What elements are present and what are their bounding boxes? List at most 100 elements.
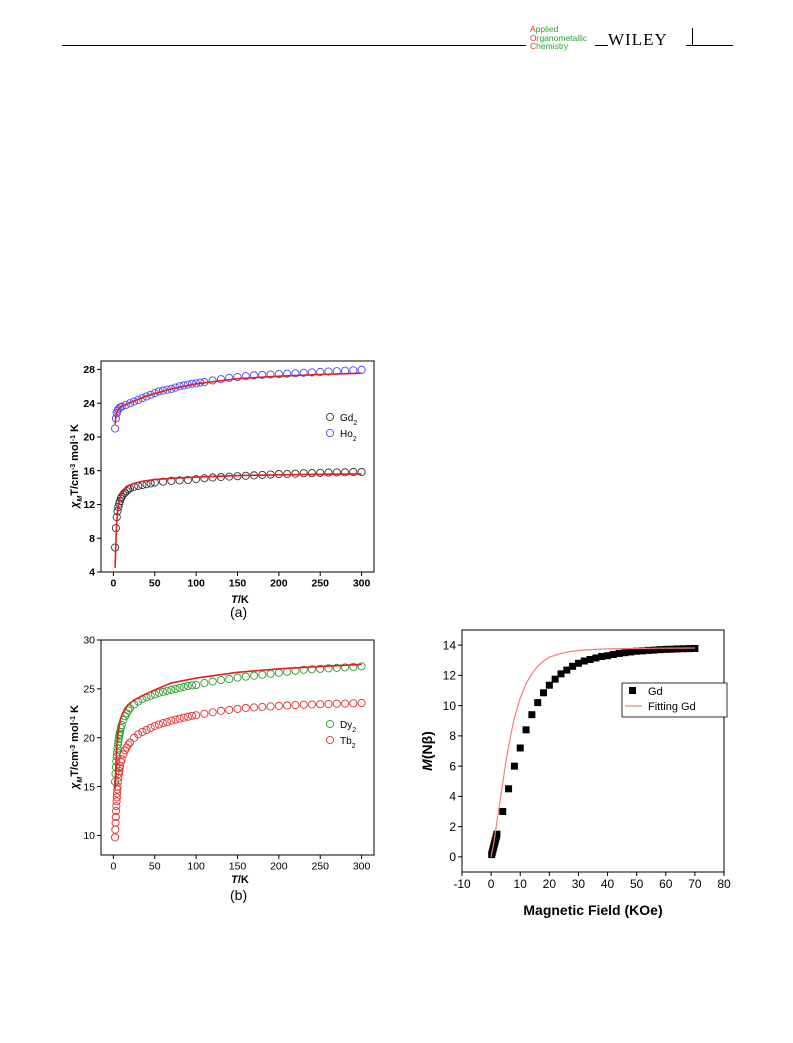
data-point xyxy=(516,744,524,752)
data-point xyxy=(112,513,121,522)
data-point xyxy=(142,693,151,702)
data-point xyxy=(258,370,267,379)
data-point xyxy=(324,664,333,673)
data-point xyxy=(124,740,133,749)
data-point xyxy=(307,368,317,377)
data-point xyxy=(112,793,121,802)
data-point xyxy=(299,368,308,377)
data-point xyxy=(112,797,121,806)
data-point xyxy=(299,469,308,478)
data-point xyxy=(225,705,234,714)
data-point xyxy=(111,424,120,433)
data-point xyxy=(112,806,121,816)
data-point xyxy=(125,738,135,747)
header-rule-right xyxy=(686,45,733,46)
data-point xyxy=(685,645,693,653)
data-point xyxy=(357,467,366,477)
data-point xyxy=(158,687,168,696)
data-point xyxy=(114,734,123,743)
data-point xyxy=(225,675,234,684)
x-tick-label: 30 xyxy=(572,877,586,891)
y-tick-label: 4 xyxy=(449,790,456,804)
data-point xyxy=(258,470,267,479)
data-point xyxy=(216,375,226,384)
x-tick-label: 100 xyxy=(187,861,205,873)
y-tick-label: 25 xyxy=(83,684,95,696)
data-point xyxy=(274,470,283,479)
y-tick-label: 16 xyxy=(83,465,95,477)
data-point xyxy=(120,746,130,755)
legend-marker xyxy=(325,412,335,422)
data-point xyxy=(489,844,497,852)
y-tick-label: 10 xyxy=(83,830,95,842)
data-point xyxy=(225,373,234,382)
x-tick-label: 50 xyxy=(149,861,161,873)
legend-marker xyxy=(325,428,335,438)
data-point xyxy=(307,700,317,709)
data-point xyxy=(111,769,120,778)
data-point xyxy=(316,468,325,477)
data-point xyxy=(113,740,123,749)
data-point xyxy=(274,701,283,711)
data-point xyxy=(112,789,122,798)
data-point xyxy=(324,468,333,477)
x-tick-label: 200 xyxy=(270,861,288,873)
series-tb2 xyxy=(111,698,366,842)
y-tick-label: 20 xyxy=(83,732,95,744)
x-tick-label: 250 xyxy=(311,861,329,873)
x-tick-label: 70 xyxy=(688,877,702,891)
data-point xyxy=(124,706,133,715)
data-point xyxy=(138,394,147,403)
data-point xyxy=(117,402,126,411)
data-point xyxy=(130,733,139,742)
data-point xyxy=(179,682,188,691)
data-point xyxy=(146,691,155,700)
x-tick-label: 50 xyxy=(630,877,644,891)
header-rule xyxy=(62,45,526,46)
data-point xyxy=(111,818,120,827)
data-point xyxy=(112,802,121,811)
data-point xyxy=(200,678,209,688)
x-tick-label: -10 xyxy=(453,877,471,891)
x-tick-label: 0 xyxy=(110,861,116,873)
data-point xyxy=(208,677,217,686)
journal-logo-line-2: Organometallic xyxy=(530,32,588,43)
chart-a: 0 50 100 150 200 250 300 4 8 12 16 20 24 28 χMT/cm-3 m… xyxy=(69,360,375,606)
data-point xyxy=(171,383,180,392)
data-point xyxy=(113,406,122,415)
data-point xyxy=(130,482,139,491)
data-point xyxy=(119,750,128,759)
data-point xyxy=(266,470,275,479)
data-point xyxy=(534,699,542,707)
data-point xyxy=(171,684,180,693)
data-point xyxy=(113,782,122,791)
data-point xyxy=(249,671,259,680)
data-point xyxy=(569,662,577,670)
data-point xyxy=(357,662,366,671)
data-point xyxy=(528,711,536,719)
data-point xyxy=(563,666,571,674)
data-point xyxy=(142,725,151,734)
data-point xyxy=(183,475,192,485)
data-point xyxy=(241,703,250,712)
journal-logo-line-1: Applied xyxy=(530,24,559,34)
data-point xyxy=(216,472,226,482)
data-point xyxy=(119,716,128,725)
data-point xyxy=(691,644,699,652)
data-point xyxy=(187,379,197,388)
data-point xyxy=(146,723,155,733)
data-point xyxy=(200,378,209,387)
fit-curve xyxy=(114,372,362,425)
y-tick-label: 10 xyxy=(443,699,457,713)
data-point xyxy=(158,477,168,486)
data-point xyxy=(349,662,358,671)
data-point xyxy=(580,657,588,665)
data-point xyxy=(283,469,292,478)
series-dy2 xyxy=(111,662,366,786)
data-point xyxy=(491,837,499,845)
data-point xyxy=(113,777,123,786)
data-point xyxy=(183,380,192,389)
data-point xyxy=(551,675,559,683)
data-point xyxy=(598,652,606,660)
y-tick-label: 24 xyxy=(83,398,95,410)
